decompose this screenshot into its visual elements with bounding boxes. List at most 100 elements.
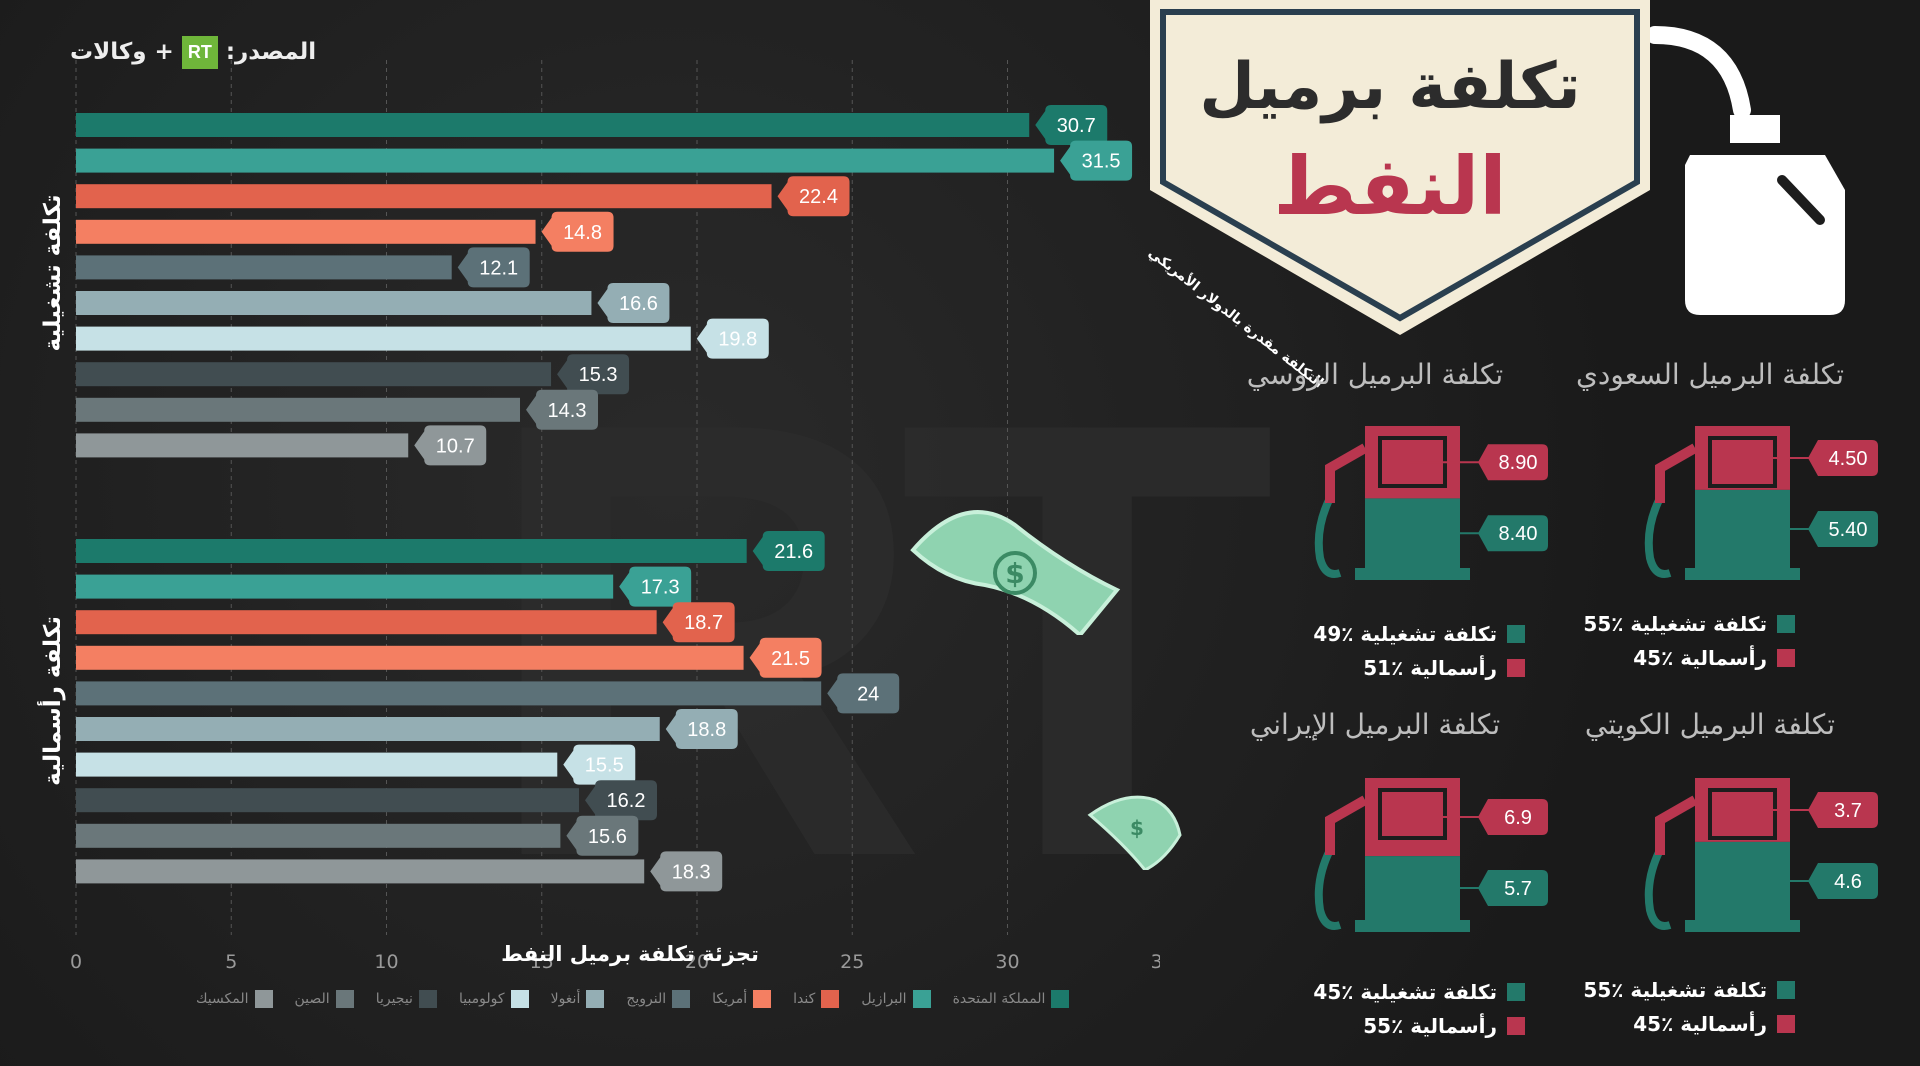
- pump-base: [1685, 920, 1800, 932]
- data-label-bg: [752, 531, 825, 571]
- source-label: المصدر:: [225, 39, 317, 65]
- x-tick-label: 10: [374, 951, 398, 973]
- fuel-pump-icon: 4.50 5.40: [1644, 426, 1878, 580]
- title-line1: تكلفة برميل: [1199, 50, 1581, 124]
- bar: [76, 859, 645, 884]
- pump-screen: [1708, 788, 1777, 840]
- value-label: 5.40: [1829, 519, 1868, 541]
- data-label: 15.6: [588, 826, 627, 848]
- data-label: 16.6: [619, 293, 658, 315]
- pump-legend-russia: تكلفة تشغيلية ٪49 رأسمالية ٪51: [1285, 622, 1525, 690]
- data-label-bg: [566, 815, 639, 856]
- data-label-bg: [696, 318, 769, 359]
- legend-swatch: [821, 990, 840, 1008]
- legend-label: النرويج: [626, 991, 667, 1007]
- legend-item: أنغولا: [551, 990, 605, 1008]
- data-label-bg: [665, 709, 738, 749]
- data-label-bg: [662, 602, 735, 643]
- group-label-operational: تكلفة تشغيلية: [40, 194, 66, 352]
- pump-body-operational: [1365, 856, 1460, 920]
- legend-label: المملكة المتحدة: [952, 991, 1046, 1007]
- data-label: 18.7: [684, 612, 723, 634]
- pump-hose: [1644, 796, 1697, 930]
- data-label-bg: [557, 354, 630, 395]
- value-label: 6.9: [1504, 807, 1532, 829]
- value-callout: [1478, 870, 1548, 907]
- fuel-pump-icon: 3.7 4.6: [1644, 778, 1878, 932]
- legend-label: نيجيريا: [375, 991, 413, 1007]
- x-tick-label: 25: [840, 951, 864, 973]
- legend-label: البرازيل: [861, 991, 907, 1007]
- bar: [76, 610, 657, 635]
- x-tick-label: 30: [995, 951, 1019, 973]
- pump-legend-kuwait: تكلفة تشغيلية ٪55 رأسمالية ٪45: [1555, 978, 1795, 1046]
- pump-hose: [1314, 444, 1367, 578]
- pump-base: [1355, 920, 1470, 932]
- legend-swatch: [335, 990, 354, 1008]
- group-label-capital: تكلفة رأسمالية: [40, 616, 66, 786]
- legend-label: أمريكا: [712, 991, 748, 1007]
- legend-swatch: [418, 990, 437, 1008]
- pump-title-russia: تكلفة البرميل الروسي: [1246, 358, 1504, 391]
- bar: [76, 255, 452, 280]
- value-callout: [1808, 439, 1878, 476]
- data-label: 31.5: [1082, 151, 1121, 173]
- dollar-bill-small-icon: $: [1087, 795, 1182, 870]
- bar: [76, 823, 561, 848]
- data-label: 17.3: [641, 577, 680, 599]
- x-axis-title: تجزئة تكلفة برميل النفط: [501, 942, 759, 966]
- pump-screen: [1378, 788, 1447, 840]
- legend-operational: تكلفة تشغيلية ٪55: [1583, 612, 1767, 636]
- data-label: 18.8: [687, 719, 726, 741]
- bar: [76, 574, 614, 599]
- data-label: 18.3: [672, 861, 711, 883]
- value-label: 4.6: [1834, 871, 1862, 893]
- value-label: 8.90: [1499, 452, 1538, 474]
- data-label-bg: [457, 247, 530, 288]
- legend-item: الصين: [295, 990, 354, 1008]
- bar: [76, 148, 1055, 173]
- value-callout: [1808, 510, 1878, 547]
- value-callout: [1478, 515, 1548, 552]
- source-suffix: + وكالات: [70, 39, 174, 65]
- data-label: 14.3: [548, 400, 587, 422]
- pump-body-operational: [1695, 841, 1790, 920]
- data-label-bg: [563, 744, 636, 785]
- data-label-bg: [597, 283, 670, 323]
- legend-operational: تكلفة تشغيلية ٪49: [1313, 622, 1497, 646]
- x-tick-label: 35: [1151, 951, 1160, 973]
- rt-logo: RT: [181, 35, 218, 69]
- data-label-bg: [526, 389, 599, 430]
- pump-hose: [1644, 444, 1697, 578]
- value-callout: [1478, 799, 1548, 836]
- pump-nozzle: [1655, 443, 1698, 503]
- data-label-bg: [827, 673, 900, 714]
- legend-item: المملكة المتحدة: [953, 990, 1070, 1008]
- legend-swatch: [912, 990, 931, 1008]
- legend-item: كندا: [793, 990, 840, 1008]
- data-label: 22.4: [799, 186, 838, 208]
- legend-capital: رأسمالية ٪45: [1633, 646, 1767, 670]
- bar: [76, 717, 660, 741]
- bar: [76, 752, 558, 777]
- legend-label: كولومبيا: [458, 991, 505, 1007]
- title-banner: [1150, 0, 1650, 335]
- data-label-bg: [585, 780, 658, 821]
- fuel-pump-icon: 8.90 8.40: [1314, 426, 1548, 580]
- data-label: 10.7: [436, 435, 475, 457]
- x-tick-label: 5: [225, 951, 237, 973]
- legend-label: الصين: [294, 991, 330, 1007]
- chart-legend: المملكة المتحدة البرازيل كندا أمريكا النرويج…: [196, 990, 1070, 1008]
- value-label: 5.7: [1504, 878, 1532, 900]
- pump-title-iran: تكلفة البرميل الإيراني: [1249, 708, 1501, 741]
- legend-operational: تكلفة تشغيلية ٪45: [1313, 980, 1497, 1004]
- legend-item: البرازيل: [861, 990, 931, 1008]
- data-label: 15.3: [579, 364, 618, 386]
- value-callout: [1808, 791, 1878, 828]
- data-label-bg: [541, 211, 614, 252]
- legend-item: نيجيريا: [376, 990, 437, 1008]
- data-label-bg: [650, 851, 723, 892]
- legend-label: أنغولا: [550, 991, 581, 1007]
- bar: [76, 326, 691, 351]
- data-label: 24: [857, 683, 879, 705]
